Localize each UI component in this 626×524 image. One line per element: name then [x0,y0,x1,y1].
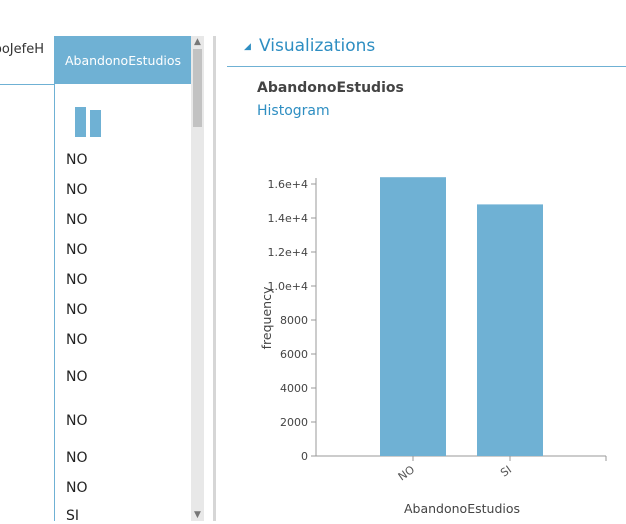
y-tick-label: 8000 [280,314,308,327]
collapse-caret-icon[interactable]: ◢ [244,42,251,52]
table-cell[interactable]: NO [66,369,88,385]
scroll-thumb[interactable] [193,49,202,127]
histogram-chart: 0 2000 4000 6000 8000 1.0e+4 1.2e+4 1.4e+4 1.6e+… [259,177,607,516]
table-cell[interactable]: NO [66,413,88,429]
y-tick-label: 1.4e+4 [268,212,308,225]
table-cell[interactable]: NO [66,272,88,288]
pane-splitter[interactable] [213,36,216,521]
x-axis-title: AbandonoEstudios [404,501,520,516]
y-axis-title: frequency [259,286,274,349]
vertical-scrollbar[interactable]: ▲ ▼ [191,36,204,521]
selected-column-name: AbandonoEstudios [257,80,404,96]
y-tick-label: 1.0e+4 [268,280,308,293]
column-divider [54,36,55,521]
table-cell[interactable]: SI [66,508,80,524]
table-cell[interactable]: NO [66,332,88,348]
x-tick-label: SI [498,463,514,480]
chart-type-link[interactable]: Histogram [257,103,330,119]
table-cell[interactable]: NO [66,212,88,228]
column-header-tipojefeh[interactable]: TipoJefeH [0,36,54,85]
y-tick-label: 1.6e+4 [268,178,308,191]
y-tick-label: 2000 [280,416,308,429]
section-title: Visualizations [259,36,376,56]
table-cell[interactable]: NO [66,152,88,168]
table-cell[interactable]: NO [66,450,88,466]
table-cell[interactable]: NO [66,302,88,318]
visualizations-section-header[interactable]: ◢ Visualizations [227,28,626,67]
dataset-table: TipoJefeH AbandonoEstudios NO NO NO NO NO NO N… [0,0,212,524]
y-tick-label: 6000 [280,348,308,361]
histogram-bar [380,177,446,456]
scroll-up-icon[interactable]: ▲ [194,37,201,47]
y-tick-label: 0 [301,450,308,463]
x-tick-label: NO [396,463,418,484]
table-cell[interactable]: NO [66,242,88,258]
scroll-down-icon[interactable]: ▼ [194,510,201,520]
table-cell[interactable]: NO [66,182,88,198]
column-header-abandonoestudios[interactable]: AbandonoEstudios [55,36,191,84]
y-tick-label: 1.2e+4 [268,246,308,259]
column-header-label: TipoJefeH [0,42,44,57]
column-header-label: AbandonoEstudios [64,52,182,68]
column-histogram-icon [75,105,101,137]
table-cell[interactable]: NO [66,480,88,496]
histogram-bar [477,204,543,456]
y-tick-label: 4000 [280,382,308,395]
